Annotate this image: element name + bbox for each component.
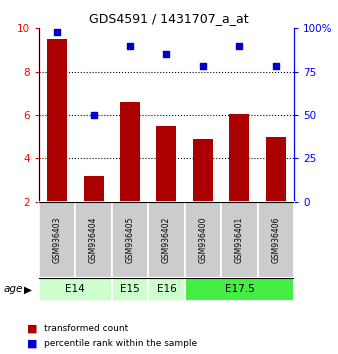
Bar <box>47 39 67 202</box>
Text: E14: E14 <box>66 284 85 295</box>
Bar <box>83 176 103 202</box>
Text: age: age <box>3 284 23 295</box>
Text: GSM936401: GSM936401 <box>235 217 244 263</box>
Text: ▶: ▶ <box>24 284 32 295</box>
Bar <box>193 139 213 202</box>
Bar <box>39 278 112 301</box>
Bar <box>75 202 112 278</box>
Bar <box>148 202 185 278</box>
Bar <box>156 126 176 202</box>
Bar <box>185 278 294 301</box>
Text: percentile rank within the sample: percentile rank within the sample <box>44 339 197 348</box>
Point <box>91 112 96 118</box>
Point <box>200 64 206 69</box>
Bar <box>148 278 185 301</box>
Bar <box>185 202 221 278</box>
Text: ■: ■ <box>27 323 38 333</box>
Text: GSM936402: GSM936402 <box>162 217 171 263</box>
Text: E16: E16 <box>156 284 176 295</box>
Text: E17.5: E17.5 <box>224 284 254 295</box>
Bar <box>230 114 249 202</box>
Text: GSM936405: GSM936405 <box>125 217 135 263</box>
Bar <box>120 102 140 202</box>
Bar <box>112 202 148 278</box>
Bar <box>221 202 258 278</box>
Point <box>54 29 60 35</box>
Point <box>273 64 279 69</box>
Text: GDS4591 / 1431707_a_at: GDS4591 / 1431707_a_at <box>89 12 249 25</box>
Bar <box>39 202 75 278</box>
Point <box>237 43 242 48</box>
Point <box>127 43 133 48</box>
Text: E15: E15 <box>120 284 140 295</box>
Text: transformed count: transformed count <box>44 324 128 333</box>
Text: GSM936406: GSM936406 <box>271 217 280 263</box>
Bar <box>266 137 286 202</box>
Point <box>164 51 169 57</box>
Text: GSM936403: GSM936403 <box>53 217 62 263</box>
Text: ■: ■ <box>27 338 38 348</box>
Bar <box>112 278 148 301</box>
Bar <box>258 202 294 278</box>
Text: GSM936404: GSM936404 <box>89 217 98 263</box>
Text: GSM936400: GSM936400 <box>198 217 208 263</box>
